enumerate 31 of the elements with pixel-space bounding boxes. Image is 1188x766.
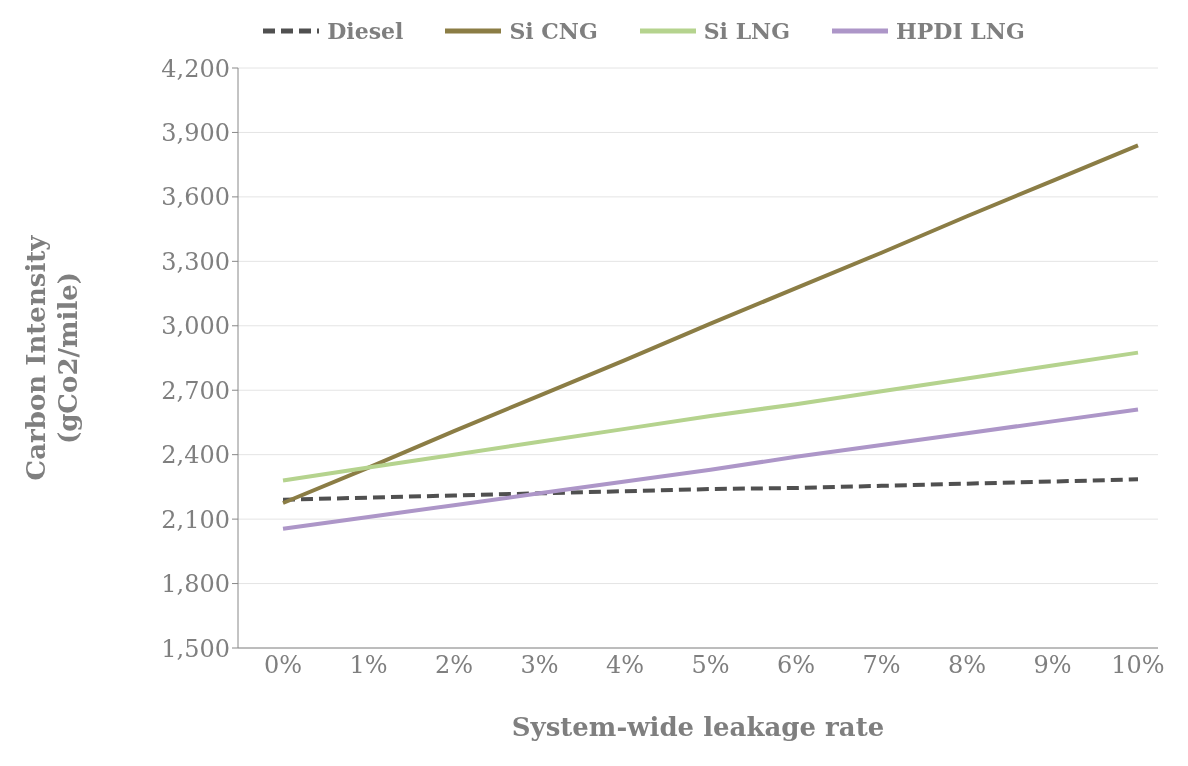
- x-tick-label: 8%: [947, 651, 987, 680]
- x-tick-label: 4%: [605, 651, 645, 680]
- legend-label: Diesel: [327, 18, 404, 44]
- line-series: [281, 350, 1140, 483]
- x-tick-label: 2%: [434, 651, 474, 680]
- x-tick-label: 9%: [1033, 651, 1072, 680]
- y-tick-label: 3,000: [161, 312, 230, 341]
- legend-label: Si LNG: [703, 18, 791, 44]
- line-series: [281, 407, 1140, 531]
- y-tick-label: 4,200: [161, 54, 230, 83]
- x-tick-label: 1%: [349, 651, 388, 680]
- x-tick-label: 6%: [776, 651, 816, 680]
- y-tick-label: 3,300: [161, 247, 230, 276]
- y-tick-label: 3,600: [161, 183, 230, 212]
- legend-label: HPDI LNG: [896, 18, 1025, 44]
- y-tick-label: 2,100: [161, 505, 230, 534]
- y-axis-title: Carbon Intensity (gCo2/mile): [21, 234, 83, 481]
- x-tick-label: 10%: [1111, 651, 1165, 680]
- legend-label: Si CNG: [509, 18, 598, 44]
- x-tick-label: 3%: [520, 651, 559, 680]
- x-tick-label: 7%: [862, 651, 901, 680]
- x-tick-label: 5%: [691, 651, 730, 680]
- line-series: [281, 477, 1140, 502]
- x-axis-title: System-wide leakage rate: [511, 712, 885, 743]
- y-tick-label: 2,700: [161, 376, 230, 405]
- y-tick-label: 1,800: [161, 570, 230, 599]
- y-tick-label: 1,500: [161, 634, 230, 663]
- line-series: [281, 143, 1140, 505]
- y-tick-label: 3,900: [161, 118, 230, 147]
- x-tick-label: 0%: [263, 651, 303, 680]
- y-tick-label: 2,400: [161, 441, 230, 470]
